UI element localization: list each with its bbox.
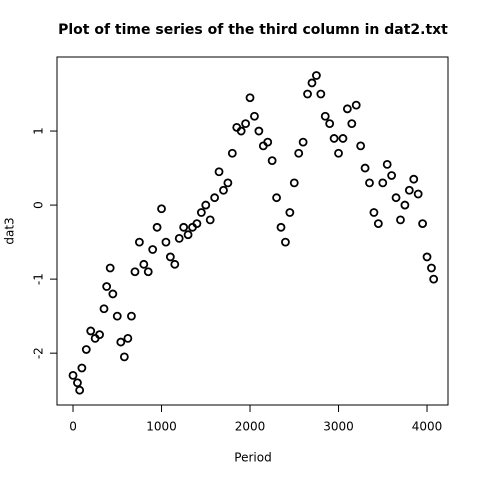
point (272, 193, 281, 203)
point (365, 178, 374, 188)
point (219, 185, 228, 195)
point (77, 363, 87, 373)
point (201, 200, 211, 210)
point (369, 208, 379, 217)
point (373, 219, 383, 228)
point (391, 193, 401, 203)
point (400, 200, 410, 210)
x-tick-label: 0 (69, 420, 77, 434)
point (143, 267, 153, 277)
point (73, 378, 82, 388)
point (281, 237, 290, 247)
point (429, 274, 439, 284)
point (307, 78, 317, 88)
point (338, 134, 348, 143)
point (105, 263, 115, 273)
point (130, 267, 140, 277)
point (174, 234, 184, 243)
point (170, 259, 180, 269)
x-tick-label: 2000 (235, 420, 266, 434)
point (316, 89, 326, 99)
point (382, 159, 392, 169)
point (351, 100, 361, 110)
point (289, 178, 299, 188)
y-tick-label: 1 (32, 127, 46, 135)
point (311, 71, 321, 80)
point (139, 259, 149, 269)
point (360, 163, 370, 173)
point (210, 193, 220, 203)
point (254, 126, 264, 136)
y-tick-label: -2 (32, 347, 46, 359)
point (196, 208, 206, 217)
point (223, 178, 233, 188)
point (409, 174, 419, 184)
point (227, 148, 237, 158)
point (329, 134, 339, 143)
point (165, 252, 175, 262)
point (303, 89, 312, 99)
point (320, 111, 330, 121)
point (148, 245, 158, 254)
point (119, 352, 129, 362)
point (396, 215, 405, 225)
point (418, 219, 428, 228)
point (413, 189, 423, 199)
point (214, 167, 224, 177)
point (123, 333, 133, 343)
x-tick-label: 4000 (412, 420, 443, 434)
x-tick-label: 1000 (146, 420, 177, 434)
plot-box (56, 56, 449, 406)
point (427, 263, 436, 273)
point (99, 304, 109, 314)
x-tick-label: 3000 (323, 420, 354, 434)
point (157, 204, 166, 214)
point (68, 370, 78, 380)
point (298, 137, 308, 147)
point (285, 208, 295, 217)
point (342, 104, 352, 114)
point (250, 111, 259, 121)
point (134, 237, 144, 247)
y-axis-label: dat3 (3, 217, 17, 244)
point (245, 93, 255, 103)
x-axis-label: Period (234, 451, 271, 465)
point (183, 230, 193, 240)
point (294, 148, 304, 158)
point (236, 126, 246, 136)
point (334, 148, 343, 158)
point (387, 171, 397, 180)
point (263, 137, 273, 147)
point (86, 326, 96, 336)
point (241, 119, 250, 129)
point (116, 337, 126, 347)
point (81, 345, 91, 354)
point (205, 215, 215, 225)
point (192, 219, 202, 228)
point (267, 156, 277, 166)
y-tick-label: 0 (32, 201, 46, 209)
point (75, 385, 85, 395)
point (95, 330, 104, 340)
point (356, 141, 366, 151)
point (152, 222, 162, 232)
point (378, 178, 388, 188)
point (102, 282, 112, 291)
point (127, 311, 136, 321)
point (112, 311, 122, 321)
point (325, 119, 335, 129)
point (179, 222, 189, 232)
chart-title: Plot of time series of the third column … (58, 22, 448, 38)
point (404, 185, 414, 195)
point (276, 222, 286, 232)
point (347, 119, 357, 129)
point (161, 237, 171, 247)
y-tick-label: -1 (32, 273, 46, 285)
point (108, 289, 118, 299)
point (422, 252, 432, 262)
